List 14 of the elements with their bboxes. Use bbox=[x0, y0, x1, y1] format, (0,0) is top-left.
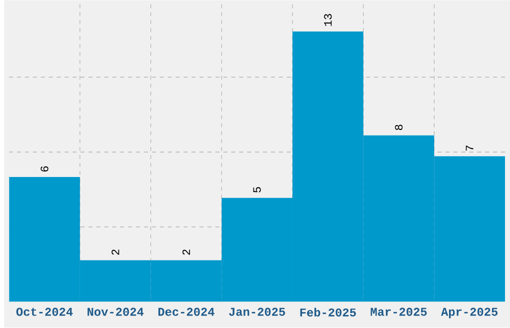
data-label: 2 bbox=[182, 250, 190, 255]
data-label: 6 bbox=[40, 166, 48, 172]
x-tick-label: Apr-2025 bbox=[441, 308, 498, 318]
data-label: 13 bbox=[324, 14, 332, 26]
data-label: 2 bbox=[112, 250, 120, 255]
x-tick-label: Oct-2024 bbox=[16, 308, 73, 316]
x-tick-label: Mar-2025 bbox=[370, 308, 427, 316]
data-label: 7 bbox=[466, 146, 474, 151]
x-tick-label: Nov-2024 bbox=[88, 308, 144, 316]
data-label: 8 bbox=[394, 124, 403, 130]
x-tick-label: Dec-2024 bbox=[158, 308, 214, 316]
x-tick-label: Feb-2025 bbox=[300, 308, 356, 317]
data-label: 5 bbox=[253, 187, 261, 193]
x-tick-label: Jan-2025 bbox=[229, 308, 286, 316]
